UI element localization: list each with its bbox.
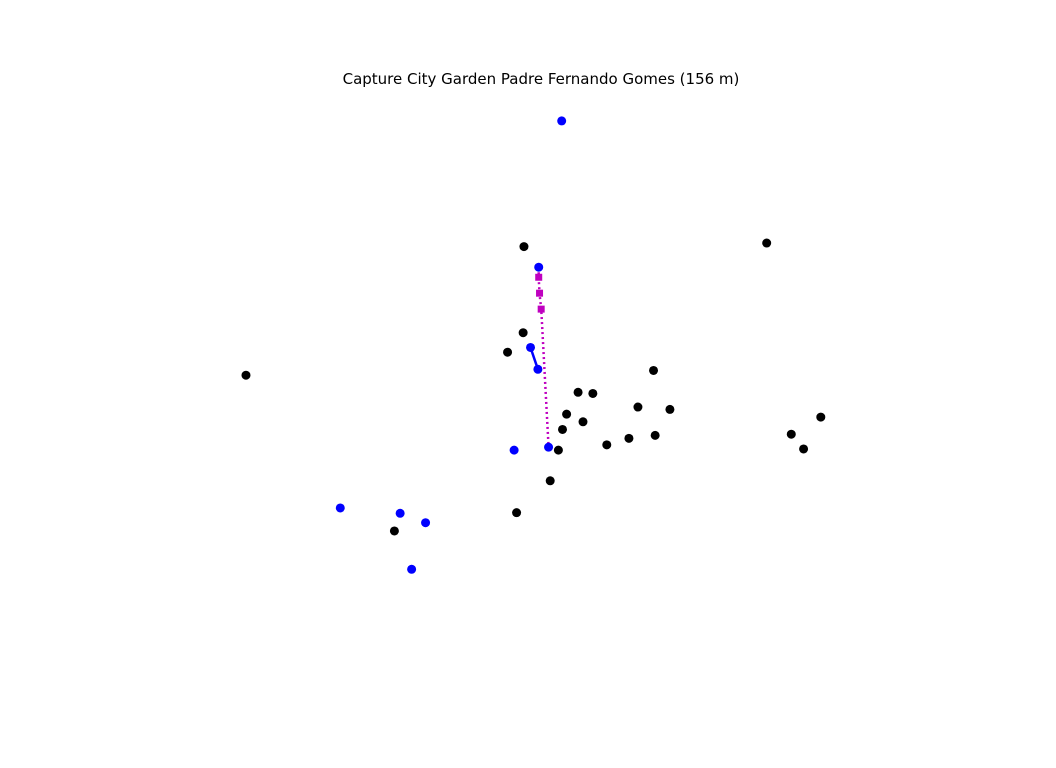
blue-point-4 xyxy=(509,445,519,455)
blue-point-9 xyxy=(407,564,417,574)
black-point-6 xyxy=(573,387,583,397)
blue-point-0 xyxy=(557,116,567,126)
blue-point-3 xyxy=(533,364,543,374)
dotted-path-line xyxy=(537,267,550,448)
black-point-4 xyxy=(241,370,251,380)
path-square-marker-0 xyxy=(535,273,543,281)
black-point-19 xyxy=(799,444,809,454)
black-point-8 xyxy=(633,402,643,412)
blue-point-8 xyxy=(421,518,431,528)
black-point-15 xyxy=(624,433,634,443)
path-square-marker-1 xyxy=(536,289,544,297)
black-point-22 xyxy=(389,526,399,536)
black-point-13 xyxy=(816,412,826,422)
blue-point-1 xyxy=(534,262,544,272)
black-point-16 xyxy=(650,430,660,440)
black-point-7 xyxy=(588,388,598,398)
blue-point-5 xyxy=(544,442,554,452)
path-square-marker-2 xyxy=(537,305,545,313)
black-point-5 xyxy=(649,365,659,375)
blue-point-2 xyxy=(526,342,536,352)
chart-title: Capture City Garden Padre Fernando Gomes… xyxy=(343,70,740,88)
black-point-14 xyxy=(786,429,796,439)
black-point-21 xyxy=(512,508,522,518)
black-point-11 xyxy=(578,417,588,427)
black-point-10 xyxy=(562,409,572,419)
black-point-12 xyxy=(558,424,567,434)
black-point-9 xyxy=(665,404,675,414)
black-point-0 xyxy=(519,242,529,252)
black-point-17 xyxy=(602,440,612,450)
blue-point-6 xyxy=(335,503,345,513)
chart-marks xyxy=(241,116,826,574)
black-point-1 xyxy=(762,238,772,248)
black-point-3 xyxy=(503,347,513,357)
black-point-18 xyxy=(553,445,563,455)
blue-point-7 xyxy=(395,508,405,518)
black-point-20 xyxy=(545,476,555,486)
black-point-2 xyxy=(518,328,528,338)
